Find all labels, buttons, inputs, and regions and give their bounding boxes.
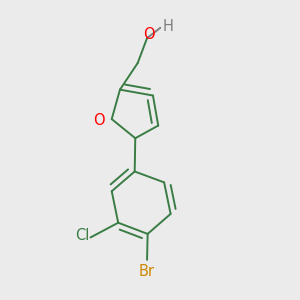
Text: Cl: Cl (75, 229, 89, 244)
Text: H: H (162, 19, 173, 34)
Text: O: O (94, 113, 105, 128)
Text: O: O (144, 27, 155, 42)
Text: Br: Br (139, 264, 155, 279)
